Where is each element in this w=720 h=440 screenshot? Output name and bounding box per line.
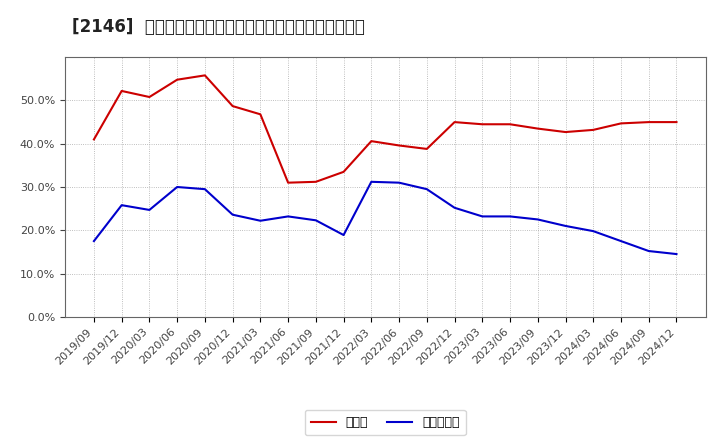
有利子負債 bbox=[478, 214, 487, 219]
有利子負債 bbox=[284, 214, 292, 219]
現預金 bbox=[117, 88, 126, 94]
有利子負債 bbox=[173, 184, 181, 190]
現預金 bbox=[450, 119, 459, 125]
現預金 bbox=[367, 139, 376, 144]
有利子負債 bbox=[672, 251, 681, 257]
Line: 現預金: 現預金 bbox=[94, 75, 677, 183]
有利子負債 bbox=[450, 205, 459, 210]
有利子負債 bbox=[395, 180, 403, 185]
現預金 bbox=[89, 137, 98, 142]
現預金 bbox=[228, 103, 237, 109]
有利子負債 bbox=[534, 217, 542, 222]
有利子負債 bbox=[117, 202, 126, 208]
有利子負債 bbox=[89, 238, 98, 244]
Text: [2146]  現預金、有利子負債の総資産に対する比率の推移: [2146] 現預金、有利子負債の総資産に対する比率の推移 bbox=[72, 18, 365, 36]
現預金 bbox=[423, 146, 431, 151]
有利子負債 bbox=[589, 228, 598, 234]
現預金 bbox=[589, 127, 598, 132]
有利子負債 bbox=[228, 212, 237, 217]
有利子負債 bbox=[616, 238, 625, 244]
有利子負債 bbox=[145, 207, 154, 213]
有利子負債 bbox=[505, 214, 514, 219]
有利子負債 bbox=[201, 187, 210, 192]
有利子負債 bbox=[561, 223, 570, 228]
有利子負債 bbox=[423, 187, 431, 192]
現預金 bbox=[312, 179, 320, 184]
有利子負債 bbox=[312, 218, 320, 223]
現預金 bbox=[173, 77, 181, 82]
現預金 bbox=[145, 94, 154, 99]
現預金 bbox=[561, 129, 570, 135]
有利子負債 bbox=[644, 249, 653, 254]
現預金 bbox=[505, 121, 514, 127]
現預金 bbox=[644, 119, 653, 125]
Line: 有利子負債: 有利子負債 bbox=[94, 182, 677, 254]
現預金 bbox=[339, 169, 348, 175]
現預金 bbox=[534, 126, 542, 131]
現預金 bbox=[395, 143, 403, 148]
Legend: 現預金, 有利子負債: 現預金, 有利子負債 bbox=[305, 410, 466, 435]
現預金 bbox=[672, 119, 681, 125]
現預金 bbox=[284, 180, 292, 185]
現預金 bbox=[616, 121, 625, 126]
現預金 bbox=[478, 121, 487, 127]
現預金 bbox=[256, 112, 265, 117]
有利子負債 bbox=[339, 232, 348, 238]
現預金 bbox=[201, 73, 210, 78]
有利子負債 bbox=[256, 218, 265, 224]
有利子負債 bbox=[367, 179, 376, 184]
